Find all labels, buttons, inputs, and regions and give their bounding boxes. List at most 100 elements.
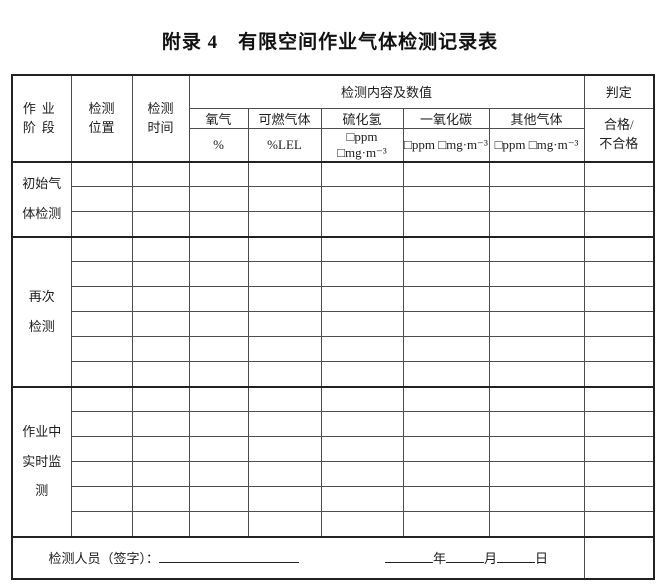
unit-other-gas: □ppm □mg·m⁻³ xyxy=(488,127,585,162)
data-cell xyxy=(488,160,585,187)
data-cell xyxy=(488,186,585,212)
table-row xyxy=(12,211,655,237)
table-row xyxy=(12,361,655,387)
data-cell xyxy=(402,211,490,237)
col-header-position: 检测 位置 xyxy=(70,74,133,162)
section-label-repeat-detection: 再次 检测 xyxy=(11,235,72,387)
data-cell xyxy=(247,436,322,462)
data-cell xyxy=(70,211,133,237)
col-header-hydrogen-sulfide: 硫化氢 xyxy=(320,107,404,129)
day-label: 日 xyxy=(535,551,549,566)
data-cell xyxy=(488,311,585,337)
month-line xyxy=(446,549,485,563)
signature-line xyxy=(159,549,300,563)
header-row-units: % %LEL □ppm □mg·m⁻³ □ppm □mg·m⁻³ □ppm □m… xyxy=(12,127,654,162)
data-cell xyxy=(247,486,322,512)
data-cell xyxy=(131,160,190,187)
data-cell xyxy=(583,261,655,287)
data-cell xyxy=(247,235,322,262)
year-label: 年 xyxy=(433,551,447,566)
data-cell xyxy=(131,461,190,487)
data-cell xyxy=(402,261,490,287)
data-cell xyxy=(131,385,190,412)
table-row: 初始气 体检测 xyxy=(11,160,655,237)
data-cell xyxy=(488,235,585,262)
data-cell xyxy=(247,361,322,387)
data-cell xyxy=(188,186,249,212)
data-cell xyxy=(131,235,190,262)
data-cell xyxy=(247,186,322,212)
data-cell xyxy=(583,336,655,362)
data-cell xyxy=(488,261,585,287)
data-cell xyxy=(583,461,655,487)
signature-row: 检测人员（签字）： 年 月 日 xyxy=(11,535,655,579)
signature-cell: 检测人员（签字）： 年 月 日 xyxy=(11,535,585,579)
data-cell xyxy=(247,286,322,312)
data-cell xyxy=(188,436,249,462)
data-cell xyxy=(247,160,322,187)
data-cell xyxy=(488,286,585,312)
data-cell xyxy=(402,385,490,412)
data-cell xyxy=(320,160,404,187)
unit-oxygen: % xyxy=(188,127,249,162)
day-line xyxy=(497,549,536,563)
table-row xyxy=(12,411,655,437)
data-cell xyxy=(188,311,249,337)
col-header-pass-fail: 合格/ 不合格 xyxy=(583,107,655,162)
data-cell xyxy=(583,311,655,337)
data-cell xyxy=(583,411,655,437)
data-cell xyxy=(320,211,404,237)
data-cell xyxy=(488,436,585,462)
table-row xyxy=(12,186,655,212)
data-cell xyxy=(488,336,585,362)
data-cell xyxy=(188,411,249,437)
data-cell xyxy=(488,486,585,512)
col-header-oxygen: 氧气 xyxy=(188,107,249,129)
data-cell xyxy=(70,361,133,387)
signer-label: 检测人员（签字）： xyxy=(48,551,160,566)
data-cell xyxy=(188,286,249,312)
data-cell xyxy=(320,336,404,362)
data-cell xyxy=(320,511,404,537)
data-cell xyxy=(320,461,404,487)
data-cell xyxy=(320,235,404,262)
data-cell xyxy=(320,486,404,512)
data-cell xyxy=(488,461,585,487)
data-cell xyxy=(247,511,322,537)
data-cell xyxy=(583,186,655,212)
data-cell xyxy=(402,486,490,512)
data-cell xyxy=(188,211,249,237)
data-cell xyxy=(188,160,249,187)
data-cell xyxy=(583,286,655,312)
unit-hydrogen-sulfide: □ppm □mg·m⁻³ xyxy=(320,127,404,162)
data-cell xyxy=(70,160,133,187)
table-row: 再次 检测 xyxy=(11,235,655,387)
table-row: 作业中 实时监 测 xyxy=(11,385,655,537)
data-cell xyxy=(188,361,249,387)
data-cell xyxy=(320,411,404,437)
table-row xyxy=(12,336,655,362)
data-cell xyxy=(247,461,322,487)
data-cell xyxy=(320,186,404,212)
col-header-judgement: 判定 xyxy=(583,74,655,109)
data-cell xyxy=(488,211,585,237)
data-cell xyxy=(583,486,655,512)
data-cell xyxy=(402,235,490,262)
data-cell xyxy=(188,336,249,362)
data-cell xyxy=(402,411,490,437)
data-cell xyxy=(320,261,404,287)
data-cell xyxy=(247,385,322,412)
data-cell xyxy=(70,235,133,262)
section-label-realtime-monitoring: 作业中 实时监 测 xyxy=(11,385,72,537)
data-cell xyxy=(131,286,190,312)
data-cell xyxy=(402,511,490,537)
data-cell xyxy=(70,486,133,512)
data-cell xyxy=(188,486,249,512)
data-cell xyxy=(70,461,133,487)
data-cell xyxy=(247,411,322,437)
col-header-stage: 作业 阶段 xyxy=(11,74,72,162)
table-row xyxy=(12,461,655,487)
unit-combustible-gas: %LEL xyxy=(247,127,322,162)
data-cell xyxy=(70,511,133,537)
